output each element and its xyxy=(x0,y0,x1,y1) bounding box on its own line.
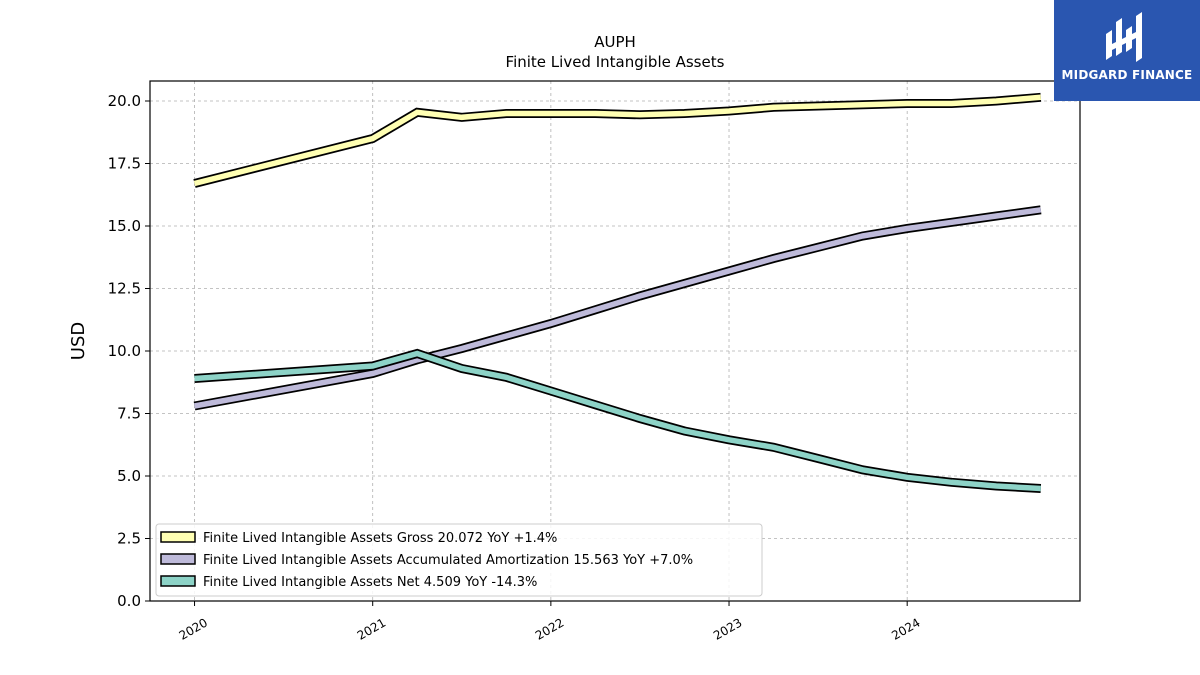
y-tick-label: 2.5 xyxy=(117,530,141,548)
plot-frame xyxy=(149,80,1081,602)
x-tick-label: 2022 xyxy=(533,615,566,642)
legend: Finite Lived Intangible Assets Gross 20.… xyxy=(155,523,763,597)
y-tick-label: 10.0 xyxy=(108,342,141,360)
y-tick-label: 0.0 xyxy=(117,592,141,610)
x-tick-label: 2023 xyxy=(711,615,744,642)
series-line xyxy=(194,350,1041,492)
x-tick-label: 2024 xyxy=(889,615,922,642)
y-tick-label: 15.0 xyxy=(108,217,141,235)
y-tick-label: 17.5 xyxy=(108,155,141,173)
midgard-logo-icon xyxy=(1106,12,1142,62)
series-line xyxy=(193,94,1042,187)
legend-entry: Finite Lived Intangible Assets Gross 20.… xyxy=(203,531,557,546)
y-tick-label: 20.0 xyxy=(108,92,141,110)
legend-swatch xyxy=(160,531,196,543)
logo-text: MIDGARD FINANCE xyxy=(1061,68,1193,82)
series-line-outline xyxy=(193,92,1042,188)
legend-swatch xyxy=(160,575,196,587)
series-layer xyxy=(193,92,1042,493)
series-line-outline xyxy=(193,205,1042,411)
legend-swatch xyxy=(160,553,196,565)
midgard-finance-logo: MIDGARD FINANCE xyxy=(1054,0,1200,101)
chart-title: AUPH xyxy=(594,33,636,51)
legend-entry: Finite Lived Intangible Assets Net 4.509… xyxy=(203,575,537,590)
y-tick-label: 5.0 xyxy=(117,467,141,485)
y-tick-label: 7.5 xyxy=(117,405,141,423)
x-tick-label: 2020 xyxy=(177,615,210,642)
legend-entry: Finite Lived Intangible Assets Accumulat… xyxy=(203,553,693,568)
series-line xyxy=(194,207,1042,409)
y-tick-label: 12.5 xyxy=(108,280,141,298)
chart-subtitle: Finite Lived Intangible Assets xyxy=(506,53,725,71)
series-line-outline xyxy=(194,348,1042,493)
y-axis-label: USD xyxy=(68,322,89,360)
legend-box xyxy=(155,523,763,597)
x-tick-label: 2021 xyxy=(355,615,388,642)
